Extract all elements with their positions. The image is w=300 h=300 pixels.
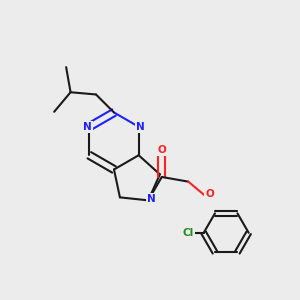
Text: N: N [147, 194, 156, 204]
Text: O: O [206, 189, 214, 199]
Text: Cl: Cl [182, 228, 194, 238]
Text: N: N [136, 122, 145, 132]
Text: O: O [158, 145, 166, 155]
Text: N: N [83, 122, 92, 132]
